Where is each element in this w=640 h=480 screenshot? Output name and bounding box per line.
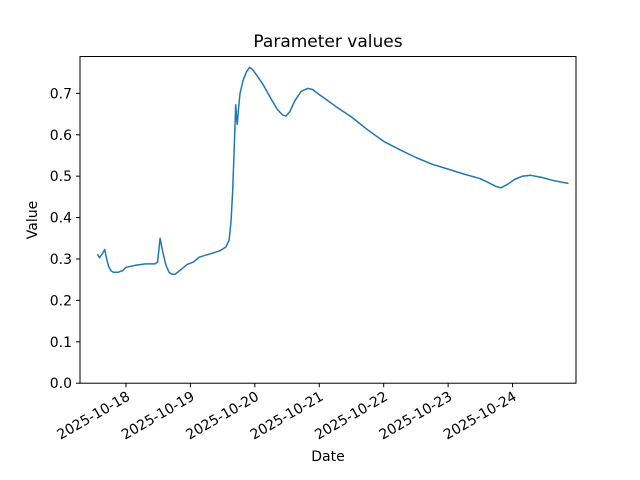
y-tick-label: 0.7 <box>50 86 72 102</box>
series-line-parameter <box>96 66 569 276</box>
x-axis-label: Date <box>311 449 345 465</box>
y-tick-label: 0.1 <box>50 335 72 351</box>
y-tick-label: 0.0 <box>50 376 72 392</box>
x-tick-label: 2025-10-24 <box>441 389 520 444</box>
y-tick-label: 0.4 <box>50 211 72 227</box>
y-tick-label: 0.5 <box>50 169 72 185</box>
chart-title: Parameter values <box>253 32 403 52</box>
y-tick-label: 0.2 <box>50 293 72 309</box>
y-tick-label: 0.3 <box>50 252 72 268</box>
y-axis-label: Value <box>25 200 41 240</box>
y-tick-label: 0.6 <box>50 128 72 144</box>
axes-frame <box>79 56 577 384</box>
